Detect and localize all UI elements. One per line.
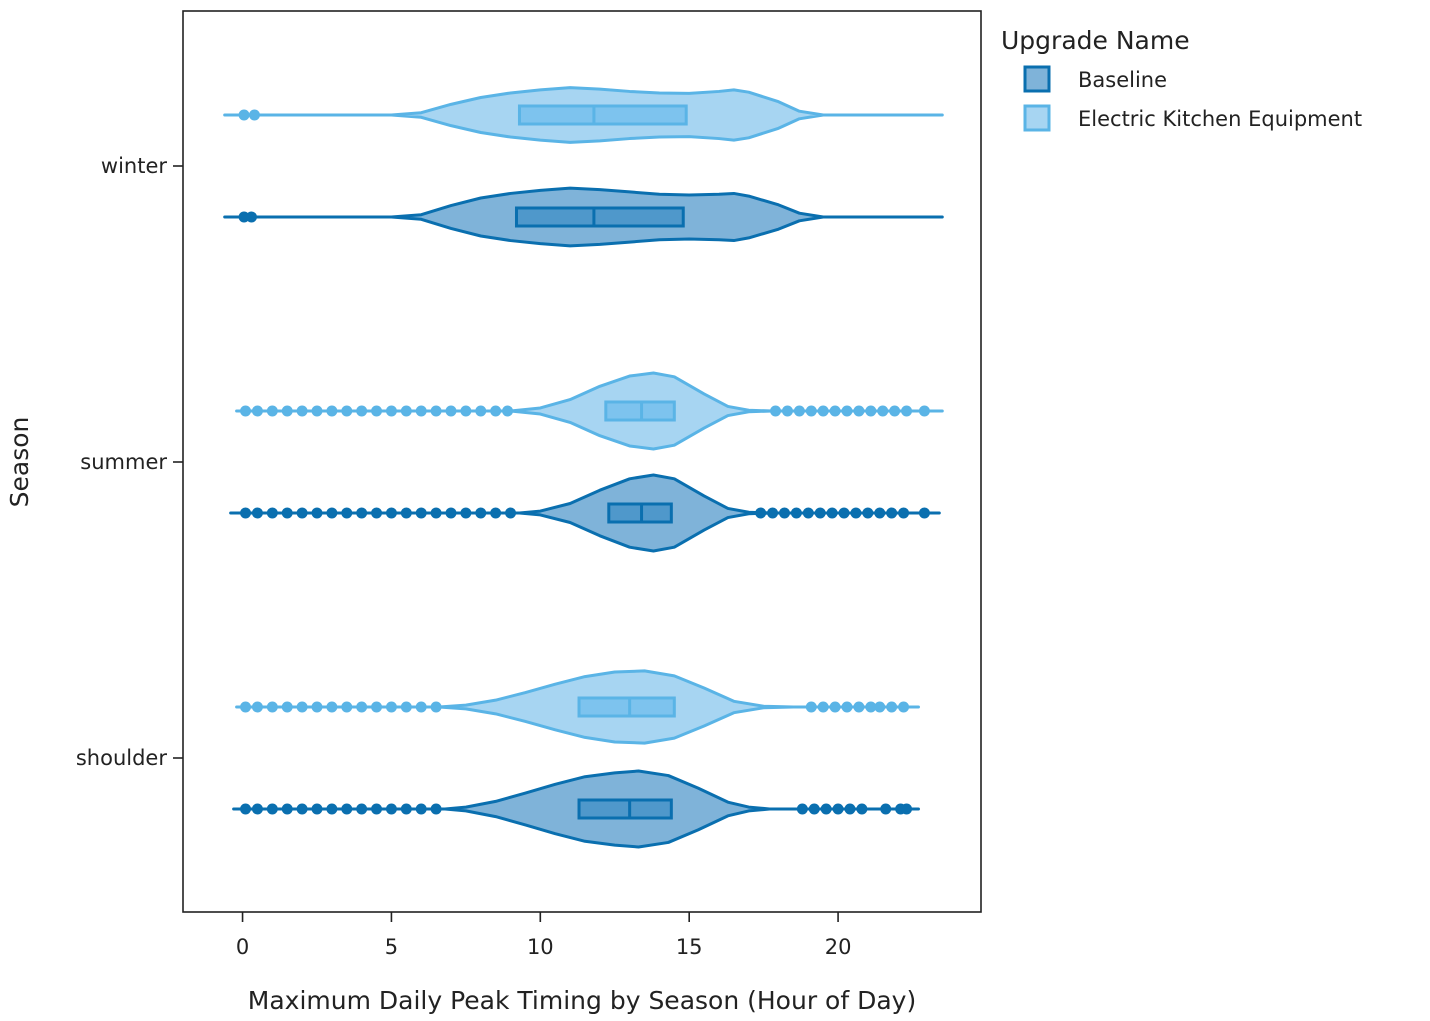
box-iqr: [517, 104, 688, 126]
violin-baseline-summer: [229, 473, 941, 553]
x-tick-label: 5: [385, 935, 398, 959]
violins-layer: [223, 86, 944, 849]
y-tick-label-summer: summer: [80, 450, 167, 474]
y-axis-title: Season: [5, 417, 34, 508]
box-iqr: [514, 206, 685, 228]
plot-background: [183, 11, 981, 912]
violin-electric-kitchen-equipment-summer: [235, 371, 944, 451]
y-tick-label-shoulder: shoulder: [76, 746, 167, 770]
x-axis-ticks: 0 5 10 15 20: [236, 912, 852, 959]
legend-title: Upgrade Name: [1001, 26, 1190, 55]
violin-body: [229, 473, 941, 553]
violin-baseline-shoulder: [232, 769, 920, 849]
violin-body: [235, 371, 944, 451]
violin-body: [232, 769, 920, 849]
x-axis-title: Maximum Daily Peak Timing by Season (Hou…: [248, 986, 916, 1015]
legend: Upgrade Name Baseline Electric Kitchen E…: [1001, 26, 1362, 132]
x-tick-label: 10: [527, 935, 554, 959]
box-iqr: [577, 696, 676, 718]
x-tick-label: 15: [676, 935, 703, 959]
violin-electric-kitchen-equipment-shoulder: [235, 669, 920, 745]
x-tick-label: 0: [236, 935, 249, 959]
y-axis-ticks: winter summer shoulder: [76, 154, 183, 770]
legend-swatch-baseline: [1023, 65, 1051, 93]
violin-baseline-winter: [223, 186, 944, 248]
legend-label-electric-kitchen-equipment: Electric Kitchen Equipment: [1078, 107, 1362, 131]
box-iqr: [577, 798, 673, 820]
y-tick-label-winter: winter: [101, 154, 167, 178]
violin-electric-kitchen-equipment-winter: [223, 86, 944, 144]
legend-swatch-electric-kitchen-equipment: [1023, 104, 1051, 132]
x-tick-label: 20: [825, 935, 852, 959]
legend-label-baseline: Baseline: [1078, 68, 1167, 92]
